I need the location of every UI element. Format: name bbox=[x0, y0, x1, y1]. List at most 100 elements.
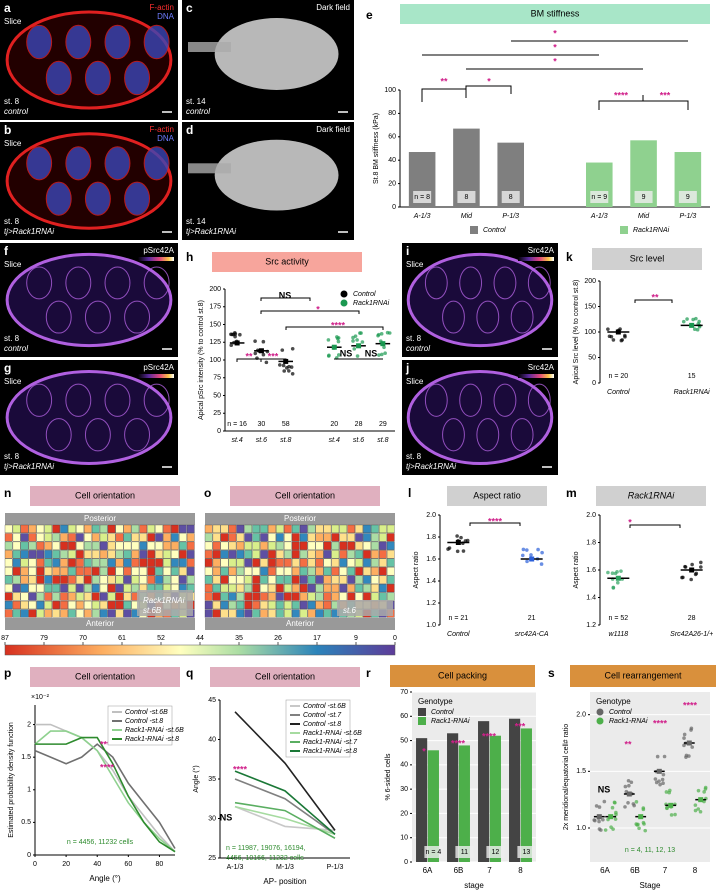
jitter-dot bbox=[238, 332, 242, 337]
mean-marker bbox=[331, 344, 337, 350]
cell bbox=[123, 567, 132, 576]
colorbar-tick: 0 bbox=[393, 635, 397, 642]
cell bbox=[299, 550, 308, 559]
y-axis-label: Apical Src level (% to control st.8) bbox=[573, 280, 580, 385]
cell bbox=[347, 575, 355, 584]
cell bbox=[260, 584, 268, 593]
jitter-dot bbox=[459, 535, 463, 540]
egg-chamber bbox=[5, 10, 173, 110]
y-tick-label: 2.0 bbox=[586, 512, 596, 519]
cell bbox=[476, 418, 500, 452]
cell bbox=[186, 550, 195, 559]
count-box bbox=[455, 846, 474, 858]
cell bbox=[171, 533, 179, 542]
cell bbox=[60, 524, 68, 534]
panel-letter: j bbox=[405, 361, 409, 375]
cell bbox=[212, 584, 221, 593]
cell bbox=[386, 550, 395, 559]
cell bbox=[220, 541, 229, 550]
jitter-dot bbox=[668, 788, 672, 793]
mean-marker bbox=[234, 340, 240, 346]
count-label: 58 bbox=[282, 421, 290, 428]
x-tick-label: Control bbox=[447, 631, 470, 638]
mean-marker bbox=[656, 768, 662, 774]
mean-marker bbox=[258, 348, 264, 354]
cell bbox=[131, 567, 140, 576]
cell bbox=[104, 266, 131, 300]
cell bbox=[115, 541, 124, 550]
cell bbox=[442, 300, 465, 334]
cell bbox=[44, 550, 53, 559]
significance: ** bbox=[624, 739, 632, 749]
cell bbox=[36, 533, 45, 542]
cell bbox=[99, 524, 108, 534]
count-box bbox=[634, 191, 653, 203]
legend-label: Rack1-RNAi bbox=[609, 718, 648, 725]
cell bbox=[4, 575, 13, 584]
cell bbox=[99, 600, 108, 610]
jitter-dot bbox=[606, 570, 610, 575]
jitter-dot bbox=[609, 334, 614, 339]
cell bbox=[44, 533, 53, 542]
legend-title: Genotype bbox=[596, 697, 631, 706]
cell bbox=[84, 600, 92, 610]
cell bbox=[65, 266, 92, 300]
cell bbox=[386, 592, 395, 601]
jitter-dot bbox=[253, 339, 257, 343]
cell bbox=[236, 533, 245, 542]
cell bbox=[307, 575, 316, 584]
cell bbox=[268, 584, 276, 593]
cell bbox=[163, 575, 171, 584]
cell bbox=[44, 609, 53, 618]
jitter-dot bbox=[455, 549, 460, 554]
cell bbox=[186, 567, 195, 576]
cell bbox=[12, 609, 21, 618]
cell bbox=[276, 533, 284, 542]
count-label: n = 21 bbox=[448, 615, 468, 622]
significance: *** bbox=[515, 721, 526, 731]
title-bar bbox=[390, 665, 535, 687]
cell bbox=[107, 541, 116, 550]
cell bbox=[244, 524, 253, 534]
cell bbox=[60, 550, 68, 559]
cell bbox=[284, 575, 292, 584]
cell bbox=[91, 609, 100, 618]
cell bbox=[347, 541, 355, 550]
x-tick-label: 80 bbox=[156, 861, 164, 868]
cell bbox=[260, 558, 268, 567]
channel-label: F-actin bbox=[150, 125, 174, 134]
cell bbox=[204, 575, 213, 584]
y-tick-label: 70 bbox=[400, 689, 408, 696]
cell bbox=[12, 567, 21, 576]
cell bbox=[36, 592, 45, 601]
cell bbox=[45, 60, 72, 96]
image-label: st. 8 bbox=[4, 334, 20, 343]
panel-letter: k bbox=[566, 250, 573, 264]
mean-marker bbox=[455, 540, 461, 545]
y-tick-label: 25 bbox=[208, 855, 216, 862]
cell bbox=[99, 541, 108, 550]
cell bbox=[76, 609, 84, 618]
cell bbox=[91, 584, 100, 593]
cell bbox=[107, 533, 116, 542]
cell bbox=[284, 584, 292, 593]
cell bbox=[99, 533, 108, 542]
legend-swatch bbox=[418, 717, 426, 725]
cell bbox=[315, 558, 324, 567]
cell bbox=[36, 600, 45, 610]
egg-chamber bbox=[214, 139, 339, 211]
count-label: 28 bbox=[688, 615, 696, 622]
cell bbox=[363, 524, 371, 534]
cell bbox=[212, 541, 221, 550]
y-tick-label: 2 bbox=[27, 721, 31, 728]
colorbar-tick: 79 bbox=[40, 635, 48, 642]
cell bbox=[91, 592, 100, 601]
jitter-dot bbox=[619, 569, 623, 573]
cell bbox=[363, 592, 371, 601]
cell bbox=[276, 541, 284, 550]
cell bbox=[179, 575, 187, 584]
cell bbox=[99, 575, 108, 584]
jitter-dot bbox=[661, 772, 666, 777]
cell bbox=[115, 584, 124, 593]
cell bbox=[284, 609, 292, 618]
